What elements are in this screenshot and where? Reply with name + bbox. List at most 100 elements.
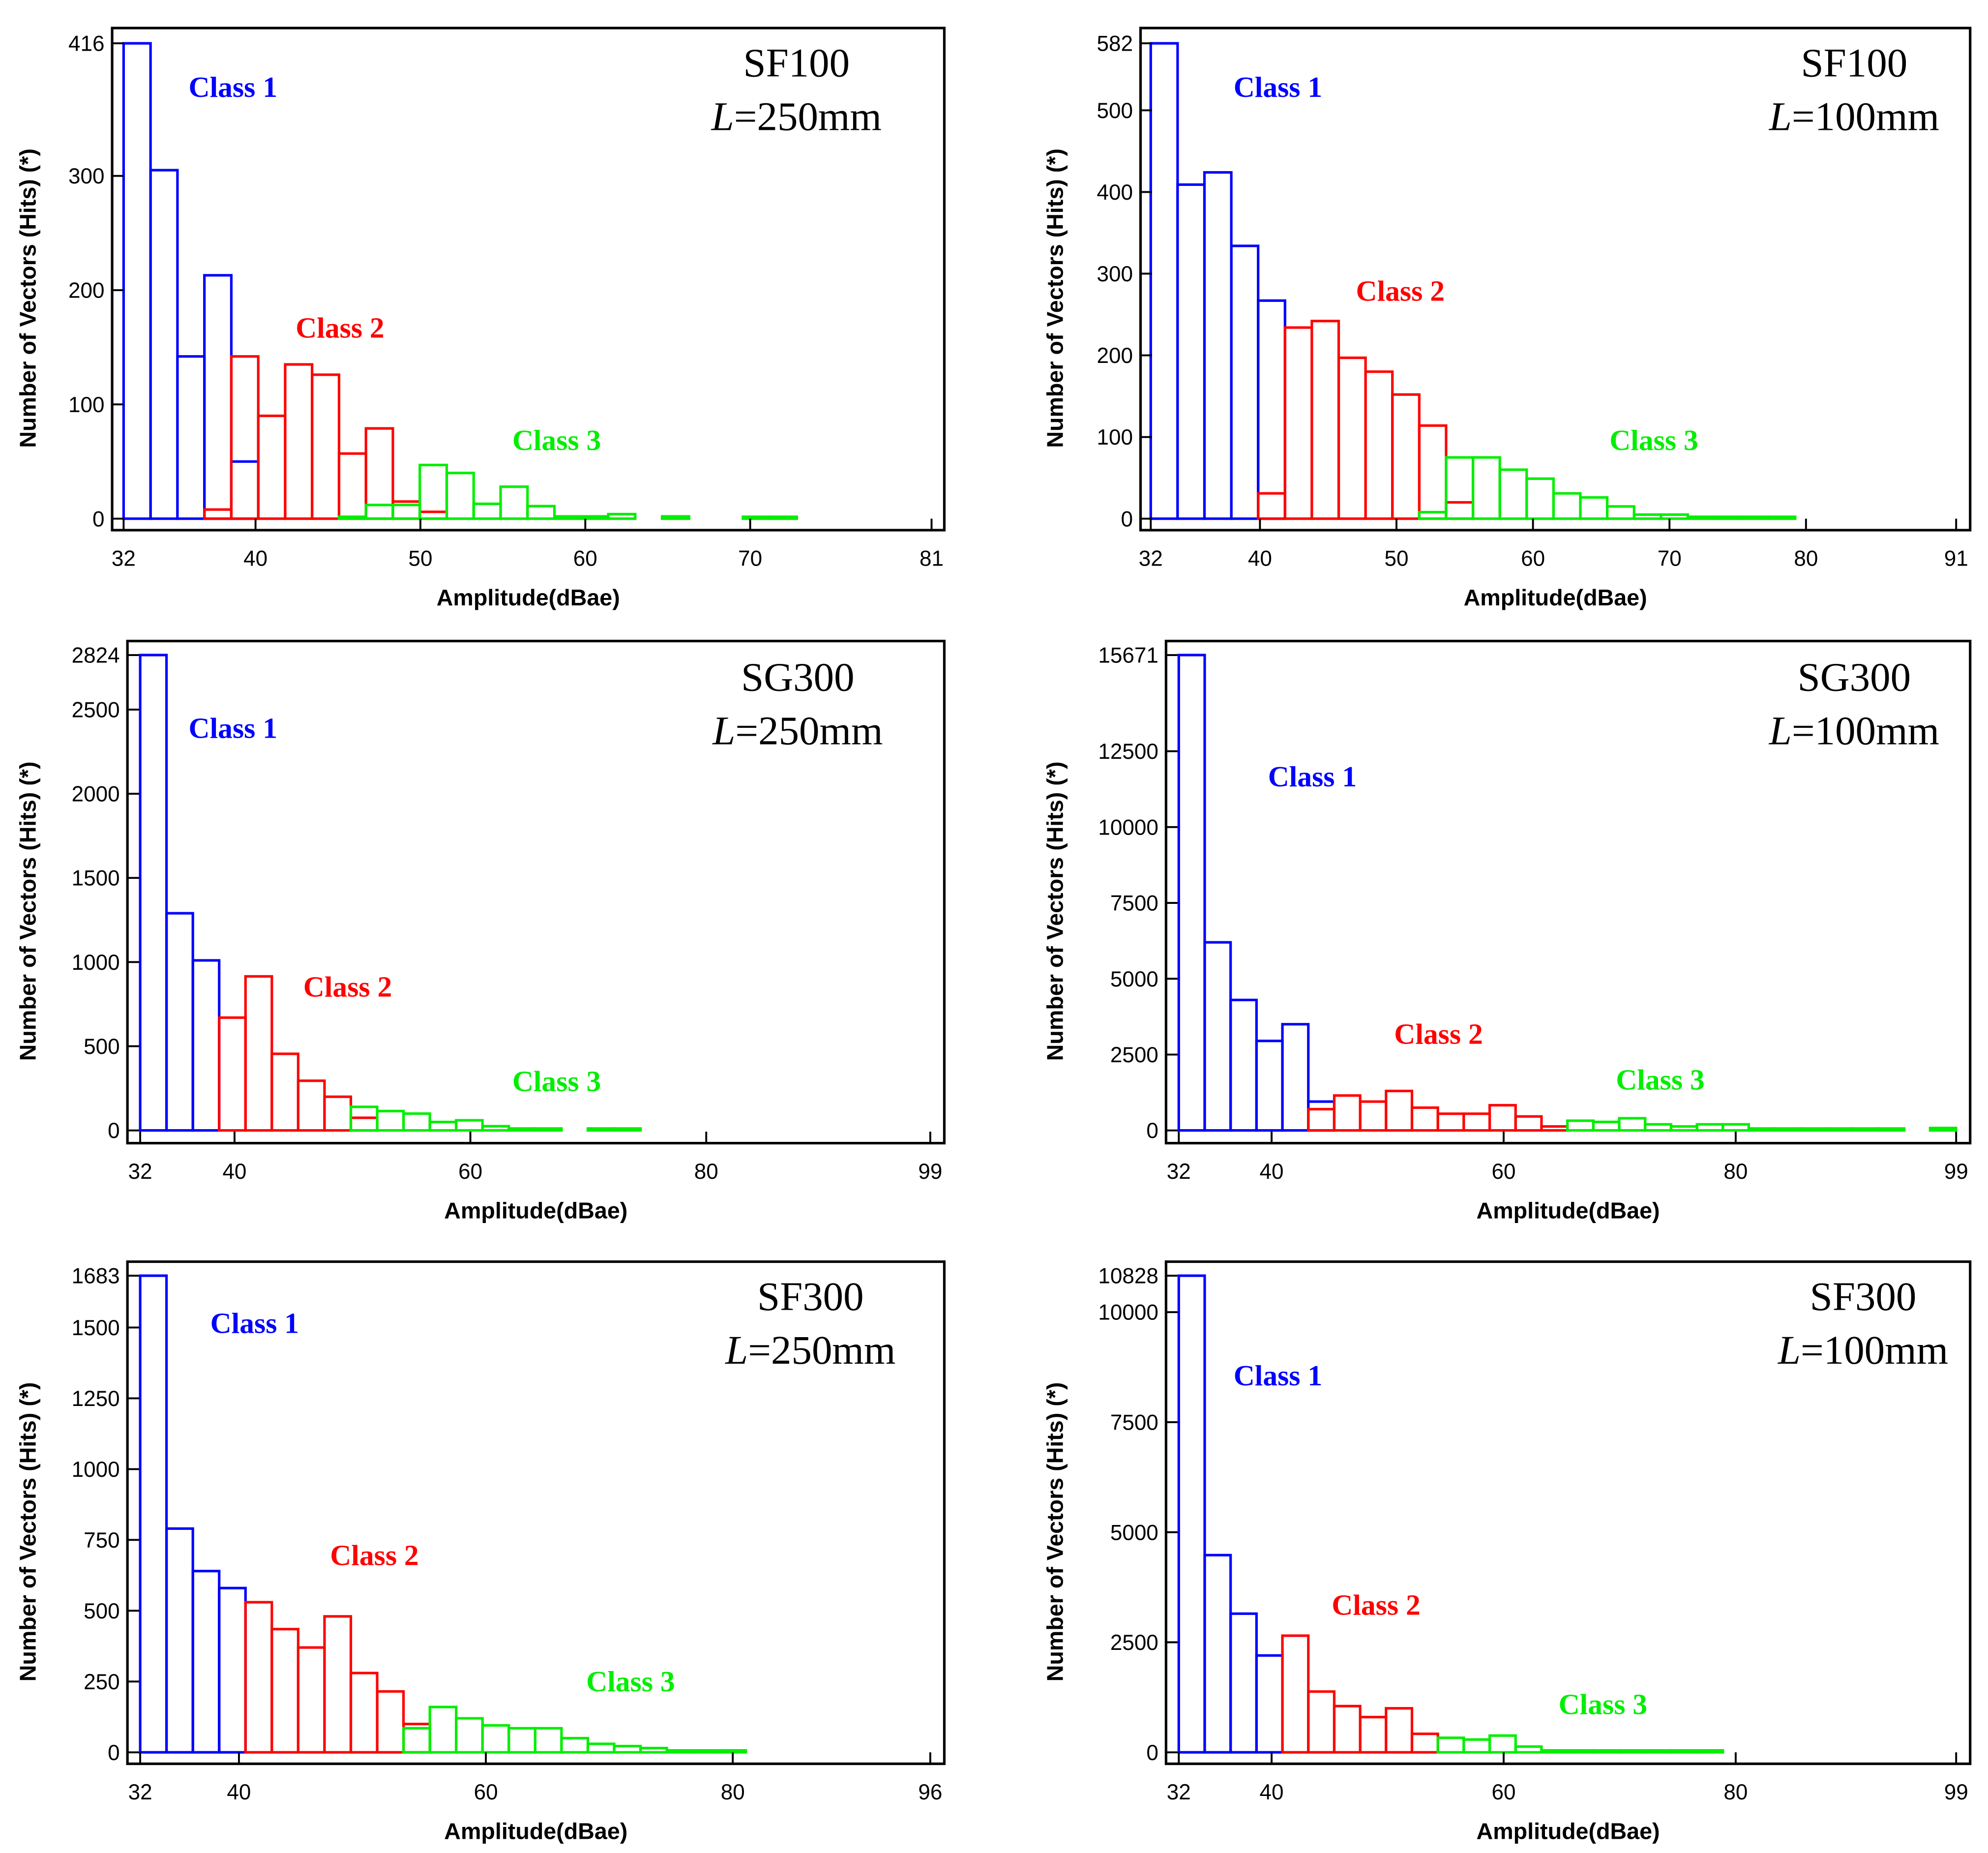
x-tick-label: 32 [1167, 1780, 1191, 1804]
y-axis-label: Number of Vectors (Hits) (*) [1042, 762, 1068, 1061]
y-tick-label: 2500 [72, 698, 120, 722]
bar-class3 [607, 512, 637, 520]
bar-class3 [586, 1127, 616, 1132]
y-tick-label: 500 [84, 1035, 120, 1059]
class-label-3: Class 3 [512, 1065, 601, 1097]
bar-class1 [139, 1274, 168, 1754]
bar-class3 [534, 1727, 563, 1754]
y-axis-label: Number of Vectors (Hits) (*) [1042, 1382, 1068, 1682]
bar-class3 [660, 515, 690, 520]
specimen-title: SF100 [1801, 40, 1908, 85]
length-label: L=100mm [1769, 708, 1939, 753]
class-label-2: Class 2 [303, 971, 392, 1003]
bar-class1 [122, 42, 152, 520]
bar-class2 [1310, 320, 1340, 520]
y-tick-label: 0 [1146, 1119, 1158, 1143]
class-label-1: Class 1 [189, 71, 277, 103]
bar-class1 [1229, 1612, 1258, 1754]
y-tick-label: 10828 [1098, 1264, 1158, 1288]
specimen-title: SG300 [1798, 655, 1911, 700]
bar-class3 [455, 1717, 484, 1754]
x-tick-label: 80 [1723, 1780, 1748, 1804]
bar-class2 [297, 1646, 326, 1754]
class-label-2: Class 2 [1356, 275, 1445, 307]
bar-class3 [481, 1125, 510, 1132]
plot-frame [111, 27, 946, 532]
bar-class1 [176, 355, 206, 520]
bar-class2 [1418, 424, 1448, 520]
length-value: =250mm [735, 708, 883, 753]
x-tick-label: 32 [128, 1780, 152, 1804]
bar-class3 [1669, 1125, 1698, 1132]
y-tick-label: 2000 [72, 782, 120, 807]
bar-class3 [1445, 456, 1475, 520]
bar-class3 [1436, 1736, 1465, 1754]
x-tick-label: 40 [222, 1160, 246, 1184]
class-label-2: Class 2 [296, 312, 384, 344]
x-tick-label: 60 [1491, 1160, 1515, 1184]
bar-class1 [1257, 299, 1286, 520]
histogram-panel-3: 0 500 1000 1500 2000 2500 2824 32 40 60 80 99 Amplit… [15, 639, 946, 1223]
x-tick-label: 99 [1944, 1160, 1968, 1184]
length-variable: L [1769, 708, 1792, 753]
x-axis-label: Amplitude(dBae) [444, 1197, 627, 1223]
bar-class3 [1767, 515, 1797, 520]
x-tick-label: 40 [227, 1780, 251, 1804]
bar-class1 [191, 1570, 221, 1754]
specimen-title: SF100 [743, 40, 850, 85]
bar-class3 [1498, 468, 1528, 520]
bar-class3 [1540, 1749, 1569, 1754]
x-tick-label: 99 [1944, 1780, 1968, 1804]
y-tick-label: 250 [84, 1670, 120, 1694]
bar-class3 [1462, 1738, 1491, 1754]
x-tick-label: 80 [1723, 1160, 1748, 1184]
bar-class3 [1632, 513, 1662, 520]
y-tick-label: 0 [1121, 507, 1133, 531]
y-tick-label: 100 [68, 393, 105, 417]
bar-class3 [1669, 1749, 1698, 1754]
histogram-panel-2: 0 100 200 300 400 500 582 32 40 50 60 70 80 91 Amplitu… [1042, 27, 1972, 610]
y-tick-label: 300 [68, 164, 105, 188]
bar-class3 [499, 485, 529, 520]
x-axis-label: Amplitude(dBae) [1477, 1197, 1660, 1223]
x-tick-label: 80 [721, 1780, 745, 1804]
bar-class3 [1686, 515, 1716, 520]
length-variable: L [1778, 1327, 1801, 1373]
y-tick-label: 582 [1097, 32, 1133, 56]
bar-class3 [1566, 1749, 1595, 1754]
x-tick-label: 50 [408, 547, 432, 571]
bar-class3 [1525, 477, 1555, 520]
y-tick-label: 1500 [72, 867, 120, 891]
y-tick-label: 300 [1097, 262, 1133, 286]
bar-class3 [1747, 1127, 1776, 1132]
bar-class3 [1552, 492, 1582, 520]
bar-class3 [526, 505, 556, 520]
y-tick-label: 1000 [72, 1458, 120, 1482]
x-axis-label: Amplitude(dBae) [1477, 1818, 1660, 1844]
bar-class2 [1364, 370, 1394, 520]
bar-class2 [244, 975, 273, 1132]
bar-class3 [1713, 515, 1743, 520]
y-tick-label: 416 [68, 32, 105, 56]
bar-class2 [349, 1116, 379, 1132]
bar-class3 [1592, 1749, 1621, 1754]
histogram-panel-4: 0 2500 5000 7500 10000 12500 15671 32 40 60 80 99 Am… [1042, 639, 1972, 1223]
x-tick-label: 60 [458, 1160, 482, 1184]
y-tick-label: 2824 [72, 644, 120, 668]
x-tick-label: 60 [573, 547, 597, 571]
x-tick-label: 40 [1260, 1160, 1284, 1184]
bar-class2 [297, 1079, 326, 1132]
y-axis-label: Number of Vectors (Hits) (*) [1042, 149, 1068, 448]
class-label-3: Class 3 [1616, 1064, 1704, 1096]
y-tick-label: 2500 [1110, 1631, 1158, 1655]
bar-class3 [613, 1127, 642, 1132]
x-tick-label: 40 [243, 547, 267, 571]
x-tick-label: 70 [1658, 547, 1682, 571]
y-tick-label: 5000 [1110, 967, 1158, 991]
x-tick-label: 32 [112, 547, 136, 571]
bar-class3 [1929, 1127, 1958, 1132]
bar-class2 [1488, 1104, 1517, 1132]
class-label-2: Class 2 [1394, 1017, 1483, 1050]
bar-class2 [1385, 1089, 1414, 1132]
